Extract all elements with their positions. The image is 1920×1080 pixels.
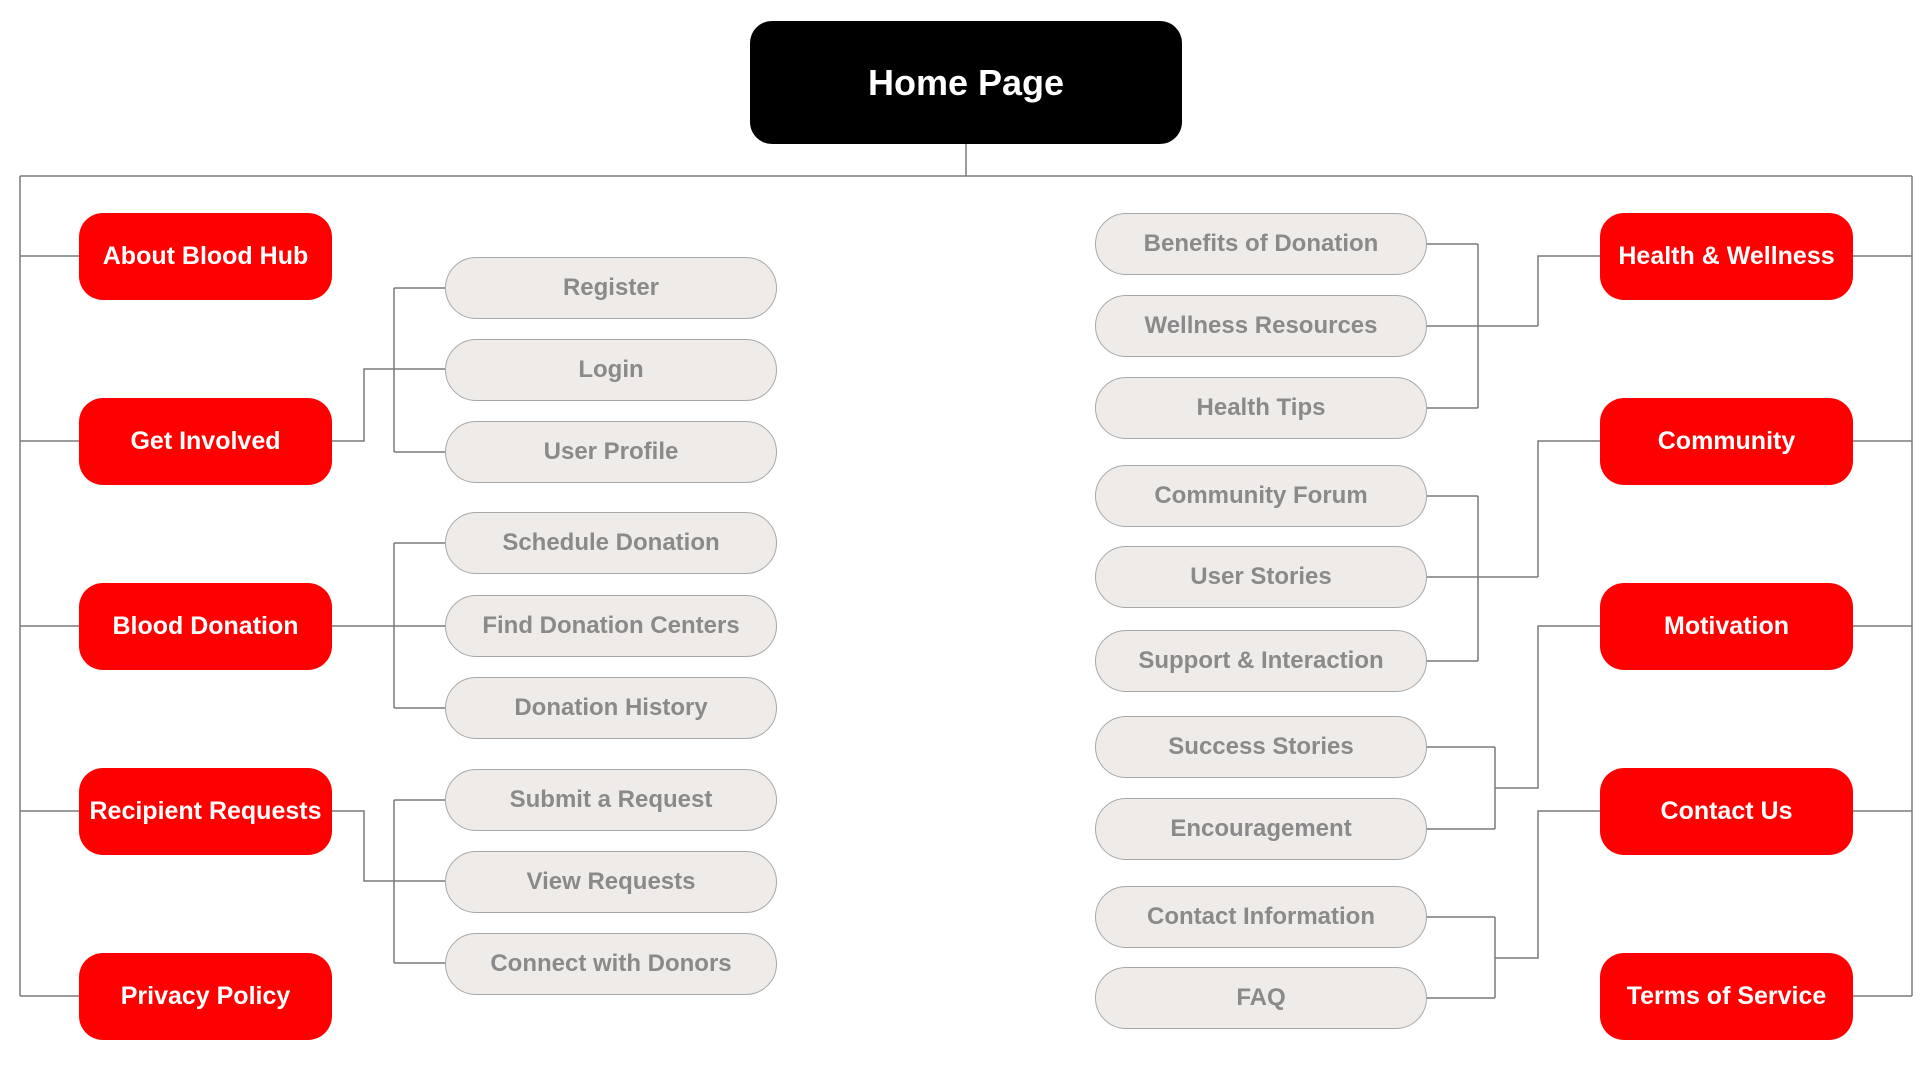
leaf-register[interactable]: Register [445, 257, 777, 319]
section-health-wellness[interactable]: Health & Wellness [1600, 213, 1853, 300]
leaf-login[interactable]: Login [445, 339, 777, 401]
section-about-blood-hub[interactable]: About Blood Hub [79, 213, 332, 300]
leaf-wellness-resources[interactable]: Wellness Resources [1095, 295, 1427, 357]
connector-recipient-branch [332, 810, 394, 882]
home-page-node[interactable]: Home Page [750, 21, 1182, 144]
section-recipient-requests[interactable]: Recipient Requests [79, 768, 332, 855]
leaf-health-tips[interactable]: Health Tips [1095, 377, 1427, 439]
leaf-support-interaction[interactable]: Support & Interaction [1095, 630, 1427, 692]
connector-get-involved-branch [332, 368, 394, 442]
connector-motivation-branch [1495, 625, 1600, 789]
section-get-involved[interactable]: Get Involved [79, 398, 332, 485]
leaf-submit-a-request[interactable]: Submit a Request [445, 769, 777, 831]
leaf-donation-history[interactable]: Donation History [445, 677, 777, 739]
section-motivation[interactable]: Motivation [1600, 583, 1853, 670]
leaf-success-stories[interactable]: Success Stories [1095, 716, 1427, 778]
leaf-find-donation-centers[interactable]: Find Donation Centers [445, 595, 777, 657]
connector-community-branch [1537, 440, 1600, 577]
leaf-encouragement[interactable]: Encouragement [1095, 798, 1427, 860]
leaf-schedule-donation[interactable]: Schedule Donation [445, 512, 777, 574]
connector-contact-branch [1495, 810, 1600, 959]
leaf-view-requests[interactable]: View Requests [445, 851, 777, 913]
leaf-user-stories[interactable]: User Stories [1095, 546, 1427, 608]
section-community[interactable]: Community [1600, 398, 1853, 485]
leaf-connect-with-donors[interactable]: Connect with Donors [445, 933, 777, 995]
connector-health-branch [1537, 255, 1600, 326]
leaf-faq[interactable]: FAQ [1095, 967, 1427, 1029]
leaf-benefits-of-donation[interactable]: Benefits of Donation [1095, 213, 1427, 275]
section-contact-us[interactable]: Contact Us [1600, 768, 1853, 855]
leaf-contact-information[interactable]: Contact Information [1095, 886, 1427, 948]
section-blood-donation[interactable]: Blood Donation [79, 583, 332, 670]
leaf-community-forum[interactable]: Community Forum [1095, 465, 1427, 527]
section-privacy-policy[interactable]: Privacy Policy [79, 953, 332, 1040]
section-terms-of-service[interactable]: Terms of Service [1600, 953, 1853, 1040]
leaf-user-profile[interactable]: User Profile [445, 421, 777, 483]
